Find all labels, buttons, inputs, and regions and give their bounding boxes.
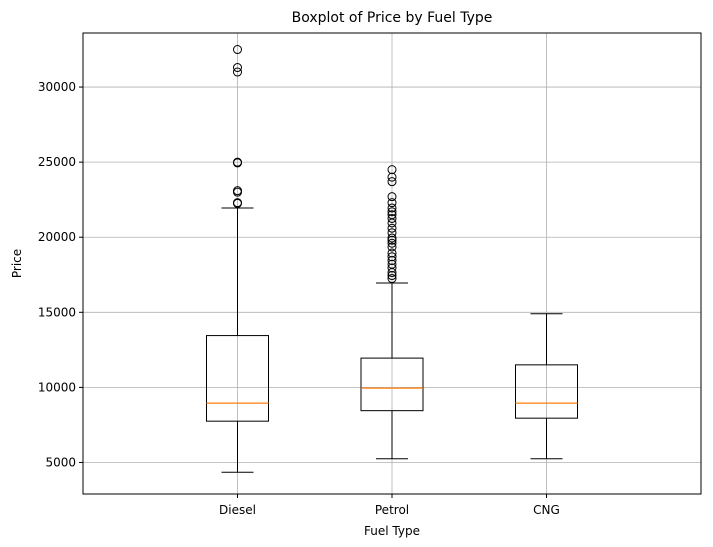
outlier-point: [387, 228, 397, 238]
y-tick-label: 15000: [38, 305, 76, 319]
box-group-cng: [515, 313, 578, 460]
iqr-box: [515, 364, 578, 419]
boxes: [206, 45, 578, 473]
x-tick-label: CNG: [533, 503, 560, 517]
outlier-point: [233, 63, 242, 73]
outlier-point: [387, 210, 397, 220]
box-group-petrol: [360, 165, 424, 460]
y-tick-label: 5000: [45, 455, 76, 469]
y-tick-label: 10000: [38, 380, 76, 394]
x-axis-label: Fuel Type: [364, 524, 420, 538]
axes: Diesel Petrol CNG 5000 10000 15000 20000 25000 3…: [38, 80, 560, 517]
outlier-point: [387, 165, 397, 175]
x-tick-label: Diesel: [219, 503, 256, 517]
x-tick-label: Petrol: [375, 503, 409, 517]
y-tick-label: 20000: [38, 230, 76, 244]
outlier-point: [387, 207, 397, 217]
box-group-diesel: [206, 45, 269, 473]
iqr-box: [360, 357, 424, 412]
y-axis-label: Price: [10, 249, 24, 278]
chart-title: Boxplot of Price by Fuel Type: [292, 10, 493, 26]
outlier-point: [387, 177, 397, 187]
outlier-point: [387, 213, 397, 223]
outlier-point: [233, 198, 242, 208]
outlier-point: [387, 248, 397, 258]
outlier-point: [387, 198, 397, 208]
outlier-point: [387, 203, 397, 213]
iqr-box: [206, 335, 269, 422]
outlier-point: [233, 186, 242, 196]
y-tick-label: 30000: [38, 80, 76, 94]
outlier-point: [233, 67, 242, 77]
outlier-point: [387, 242, 397, 252]
outlier-point: [387, 233, 397, 243]
outlier-point: [387, 192, 397, 202]
outlier-point: [233, 45, 242, 55]
outlier-point: [387, 223, 397, 233]
outlier-point: [233, 157, 242, 167]
plot-frame: [82, 32, 702, 495]
outlier-point: [387, 252, 397, 262]
outlier-point: [387, 274, 397, 284]
y-tick-label: 25000: [38, 155, 76, 169]
outlier-point: [387, 238, 397, 248]
